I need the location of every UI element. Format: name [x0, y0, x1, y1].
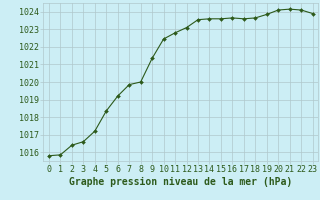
X-axis label: Graphe pression niveau de la mer (hPa): Graphe pression niveau de la mer (hPa) — [69, 177, 292, 187]
